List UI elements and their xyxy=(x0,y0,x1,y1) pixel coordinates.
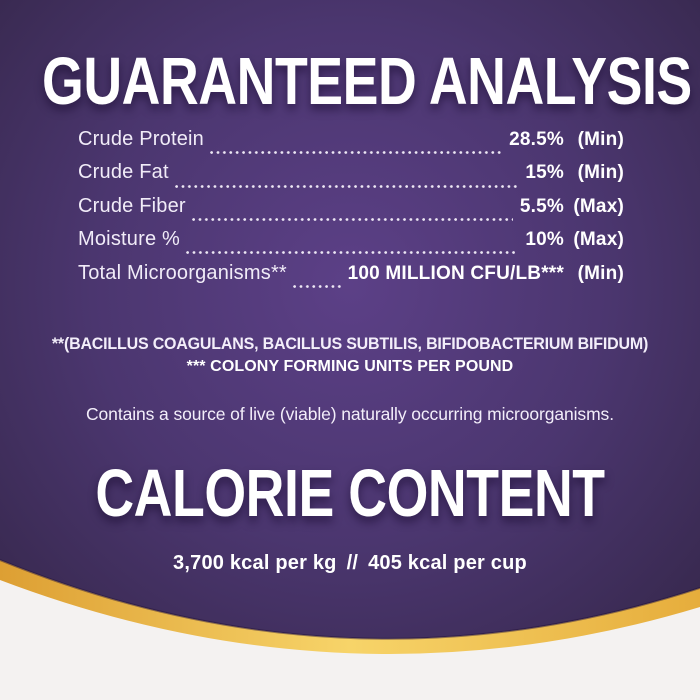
dotted-leader xyxy=(210,151,503,155)
analysis-row-crude-protein: Crude Protein 28.5% (Min) xyxy=(78,128,624,161)
row-label: Total Microorganisms** xyxy=(78,261,287,284)
row-value: 100 MILLION CFU/LB*** xyxy=(347,262,564,284)
row-limit: (Max) xyxy=(573,195,624,217)
analysis-table: Crude Protein 28.5% (Min) Crude Fat 15% … xyxy=(78,128,624,295)
calorie-values: 3,700 kcal per kg // 405 kcal per cup xyxy=(0,552,700,575)
footnote-cfu-definition: *** COLONY FORMING UNITS PER POUND xyxy=(186,358,514,375)
row-value: 15% xyxy=(525,162,564,184)
gold-arc xyxy=(0,560,700,655)
row-value: 28.5% xyxy=(509,129,564,150)
dotted-leader xyxy=(174,184,519,188)
guaranteed-analysis-title: GUARANTEED ANALYSIS xyxy=(42,43,692,119)
row-value: 10% xyxy=(525,229,564,251)
row-label: Moisture % xyxy=(78,228,181,251)
analysis-row-total-microorganisms: Total Microorganisms** 100 MILLION CFU/L… xyxy=(78,262,624,295)
kcal-per-cup: 405 kcal per cup xyxy=(368,552,527,574)
panel-edge-shadow xyxy=(0,559,700,640)
purple-panel xyxy=(0,0,700,639)
analysis-row-moisture: Moisture % 10% (Max) xyxy=(78,228,624,261)
kcal-separator: // xyxy=(346,552,359,574)
row-limit: (Max) xyxy=(573,229,624,251)
row-limit: (Min) xyxy=(577,129,624,150)
dotted-leader xyxy=(292,284,341,288)
row-label: Crude Protein xyxy=(78,128,204,150)
footnote-bacteria-species: **(BACILLUS COAGULANS, BACILLUS SUBTILIS… xyxy=(51,335,649,353)
calorie-content-title: CALORIE CONTENT xyxy=(95,455,605,531)
live-microorganisms-note: Contains a source of live (viable) natur… xyxy=(86,404,614,424)
analysis-row-crude-fat: Crude Fat 15% (Min) xyxy=(78,161,624,194)
analysis-row-crude-fiber: Crude Fiber 5.5% (Max) xyxy=(78,195,624,228)
row-value: 5.5% xyxy=(519,195,564,217)
row-limit: (Min) xyxy=(577,162,624,184)
kcal-per-kg: 3,700 kcal per kg xyxy=(173,552,337,574)
row-limit: (Min) xyxy=(577,262,624,284)
row-label: Crude Fat xyxy=(78,161,169,184)
dotted-leader xyxy=(191,217,513,222)
dotted-leader xyxy=(186,251,519,255)
row-label: Crude Fiber xyxy=(78,194,186,217)
